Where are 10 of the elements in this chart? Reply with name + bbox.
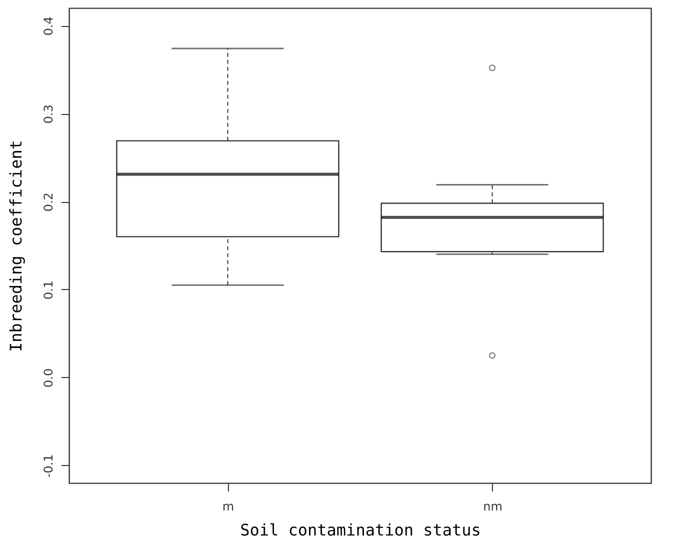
y-axis-title: Inbreeding coefficient [6,140,26,352]
y-tick-label: 0.3 [42,104,56,124]
y-tick-label: 0.2 [42,192,56,212]
y-tick-label: -0.1 [42,454,56,478]
x-axis-title: Soil contamination status [240,520,481,540]
y-tick-label: 0.0 [42,368,56,388]
x-tick-label: nm [483,500,502,514]
y-tick-label: 0.4 [42,16,56,36]
x-tick-label: m [222,500,234,514]
y-tick-label: 0.1 [42,280,56,300]
